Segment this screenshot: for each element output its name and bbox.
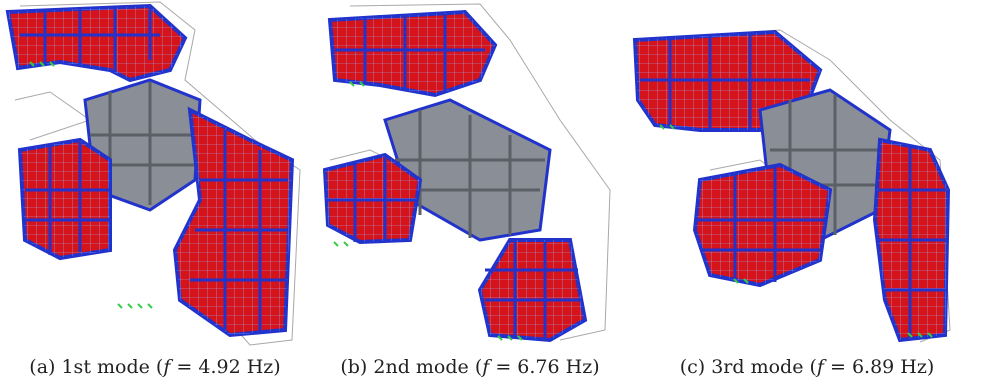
wing-right-a — [172, 106, 295, 338]
panel-c: (c) 3rd mode (f = 6.89 Hz) — [630, 0, 984, 391]
caption-a: (a) 1st mode (f = 4.92 Hz) — [29, 356, 281, 378]
mode-shape-c-drawing — [632, 29, 951, 343]
supports-b — [333, 81, 523, 341]
wing-upper-a — [5, 3, 188, 83]
caption-c: (c) 3rd mode (f = 6.89 Hz) — [679, 356, 935, 378]
panel-b: (b) 2nd mode (f = 6.76 Hz) — [310, 0, 630, 391]
wing-left-b — [322, 152, 423, 245]
wing-upper-b — [327, 9, 498, 98]
caption-b: (b) 2nd mode (f = 6.76 Hz) — [340, 356, 600, 378]
supports-c — [659, 124, 933, 338]
undeformed-outline-a — [14, 1, 301, 346]
supports-a — [29, 61, 153, 309]
wing-left-c — [692, 162, 833, 288]
wing-right-c — [872, 137, 951, 343]
mode-shape-a-drawing — [5, 1, 301, 346]
mode-shape-b-drawing — [322, 3, 611, 343]
wing-right-b — [477, 238, 588, 343]
wing-left-a — [17, 137, 112, 261]
panel-a: (a) 1st mode (f = 4.92 Hz) — [0, 0, 310, 391]
